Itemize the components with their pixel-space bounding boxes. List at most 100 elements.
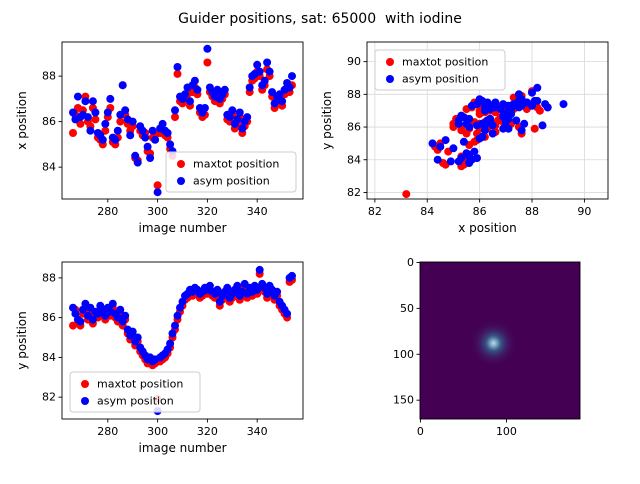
scatter-point bbox=[171, 321, 179, 330]
legend: maxtot position asym position bbox=[69, 371, 201, 413]
scatter-point bbox=[220, 85, 229, 94]
scatter-point bbox=[190, 76, 199, 85]
scatter-point bbox=[499, 113, 508, 122]
scatter-point bbox=[148, 126, 157, 135]
y-tick-label: 86 bbox=[42, 311, 56, 324]
y-tick-label: 84 bbox=[42, 351, 56, 364]
scatter-point bbox=[446, 157, 455, 166]
scatter-point bbox=[449, 144, 458, 153]
scatter-point bbox=[128, 327, 137, 336]
scatter-point bbox=[69, 303, 77, 312]
scatter-point bbox=[86, 126, 95, 135]
scatter-point bbox=[151, 135, 160, 144]
axes-frame bbox=[61, 41, 304, 200]
asym-position-points bbox=[69, 265, 296, 416]
subplot-y-vs-image: 280 300 320 340 82 84 86 88 image number y positi… bbox=[15, 261, 304, 455]
scatter-point bbox=[205, 281, 214, 290]
scatter-point bbox=[475, 134, 484, 143]
scatter-point bbox=[228, 106, 237, 115]
scatter-point bbox=[141, 133, 150, 142]
scatter-point bbox=[428, 139, 437, 148]
scatter-point bbox=[103, 108, 112, 117]
scatter-point bbox=[88, 97, 97, 106]
scatter-point bbox=[186, 97, 194, 106]
scatter-point bbox=[200, 104, 209, 112]
x-axis-label: x position bbox=[458, 221, 516, 235]
scatter-point bbox=[98, 135, 107, 144]
scatter-point bbox=[480, 103, 489, 112]
y-tick-label: 84 bbox=[347, 153, 361, 166]
figure-title: Guider positions, sat: 65000 with iodine bbox=[178, 11, 462, 27]
scatter-point bbox=[522, 98, 531, 107]
scatter-point bbox=[153, 181, 162, 190]
legend-box bbox=[374, 49, 506, 91]
scatter-point bbox=[146, 154, 155, 162]
scatter-point bbox=[265, 67, 274, 76]
axes-frame bbox=[366, 41, 609, 200]
scatter-point bbox=[538, 121, 547, 130]
asym-position-points bbox=[69, 44, 296, 197]
legend: maxtot position asym position bbox=[165, 151, 297, 193]
scatter-point bbox=[496, 105, 505, 114]
scatter-point bbox=[138, 126, 147, 135]
scatter-point bbox=[533, 83, 542, 92]
scatter-point bbox=[475, 95, 484, 104]
scatter-point bbox=[176, 303, 184, 312]
subplot-guider-image: 0 100 0 50 100 150 bbox=[393, 256, 581, 438]
y-axis-label: y position bbox=[15, 311, 29, 369]
y-tick-label: 88 bbox=[347, 88, 361, 101]
x-tick-label: 320 bbox=[197, 205, 218, 218]
scatter-point bbox=[462, 149, 471, 158]
scatter-point bbox=[88, 315, 97, 324]
x-tick-label: 340 bbox=[247, 425, 268, 438]
scatter-point bbox=[131, 151, 140, 160]
scatter-point bbox=[73, 92, 82, 101]
scatter-point bbox=[238, 124, 247, 133]
scatter-point bbox=[69, 108, 77, 117]
legend-marker-icon bbox=[177, 177, 185, 185]
y-tick-label: 0 bbox=[407, 256, 414, 269]
scatter-point bbox=[457, 111, 466, 120]
scatter-point bbox=[173, 311, 182, 320]
scatter-point bbox=[203, 58, 212, 67]
scatter-point bbox=[166, 140, 175, 149]
scatter-point bbox=[253, 285, 262, 294]
scatter-point bbox=[143, 142, 152, 151]
subplot-y-vs-x: 82 84 86 88 90 82 84 86 88 90 x position y position… bbox=[320, 41, 609, 235]
y-axis-label: y position bbox=[320, 91, 334, 149]
x-tick-label: 100 bbox=[496, 425, 517, 438]
scatter-point bbox=[520, 119, 529, 128]
legend-label: asym position bbox=[97, 395, 174, 408]
scatter-point bbox=[181, 90, 189, 99]
legend-label: maxtot position bbox=[402, 56, 488, 69]
legend-box bbox=[165, 151, 297, 193]
x-tick-label: 320 bbox=[197, 425, 218, 438]
y-tick-label: 88 bbox=[42, 70, 56, 83]
scatter-point bbox=[78, 305, 87, 314]
scatter-point bbox=[76, 317, 85, 326]
scatter-point bbox=[235, 108, 244, 117]
y-tick-label: 84 bbox=[42, 161, 56, 174]
scatter-point bbox=[118, 81, 127, 90]
scatter-point bbox=[133, 158, 142, 167]
scatter-point bbox=[473, 154, 481, 163]
scatter-point bbox=[288, 72, 296, 81]
x-tick-label: 300 bbox=[147, 205, 168, 218]
scatter-point bbox=[288, 271, 296, 280]
legend-marker-icon bbox=[386, 58, 394, 66]
scatter-point bbox=[108, 299, 117, 308]
y-tick-label: 86 bbox=[347, 121, 361, 134]
scatter-point bbox=[528, 88, 536, 97]
y-tick-label: 100 bbox=[393, 348, 414, 361]
scatter-point bbox=[203, 44, 212, 53]
scatter-point bbox=[101, 119, 110, 128]
x-tick-label: 280 bbox=[97, 425, 118, 438]
legend-marker-icon bbox=[81, 380, 89, 388]
scatter-point bbox=[483, 116, 492, 125]
legend-marker-icon bbox=[81, 397, 89, 405]
axes-frame bbox=[61, 261, 304, 420]
legend-label: maxtot position bbox=[97, 378, 183, 391]
scatter-point bbox=[559, 100, 568, 109]
